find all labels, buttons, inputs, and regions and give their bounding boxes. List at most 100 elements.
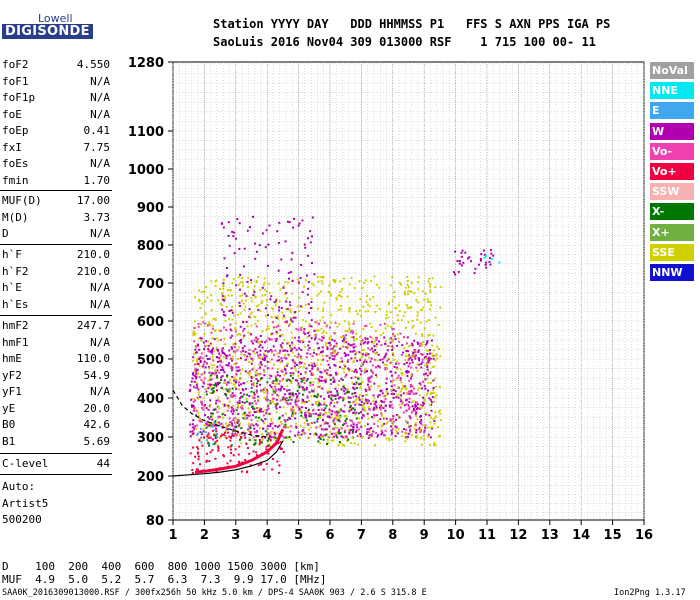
echo-dot bbox=[239, 378, 242, 381]
x-tick-label: 11 bbox=[478, 528, 496, 543]
echo-dot bbox=[363, 371, 366, 374]
echo-dot bbox=[430, 339, 433, 342]
echo-dot bbox=[211, 418, 214, 421]
echo-dot bbox=[383, 322, 386, 325]
echo-dot bbox=[288, 344, 291, 347]
echo-dot bbox=[372, 430, 375, 433]
echo-dot bbox=[264, 246, 267, 249]
echo-dot bbox=[328, 284, 331, 287]
echo-dot bbox=[356, 426, 359, 429]
echo-dot bbox=[416, 369, 419, 372]
echo-dot bbox=[338, 411, 341, 414]
echo-dot bbox=[317, 440, 320, 443]
echo-dot bbox=[270, 386, 273, 389]
echo-dot bbox=[192, 426, 195, 429]
echo-dot bbox=[234, 448, 237, 451]
echo-dot bbox=[248, 374, 251, 377]
echo-dot bbox=[362, 414, 365, 417]
echo-dot bbox=[261, 358, 264, 361]
echo-dot bbox=[385, 366, 388, 369]
echo-dot bbox=[201, 444, 204, 447]
echo-dot bbox=[291, 280, 294, 283]
echo-dot bbox=[255, 416, 258, 419]
echo-dot bbox=[209, 323, 212, 326]
echo-dot bbox=[285, 401, 288, 404]
echo-dot bbox=[355, 402, 358, 405]
echo-dot bbox=[239, 295, 242, 298]
echo-dot bbox=[274, 425, 277, 428]
echo-dot bbox=[389, 341, 392, 344]
echo-dot bbox=[403, 292, 406, 295]
echo-dot bbox=[230, 422, 233, 425]
echo-dot bbox=[308, 422, 311, 425]
echo-dot bbox=[380, 412, 383, 415]
echo-dot bbox=[352, 421, 355, 424]
echo-dot bbox=[426, 392, 429, 395]
echo-dot bbox=[367, 353, 370, 356]
echo-dot bbox=[281, 435, 284, 438]
echo-dot bbox=[292, 226, 295, 229]
echo-dot bbox=[249, 432, 252, 435]
echo-dot bbox=[223, 257, 226, 260]
echo-dot bbox=[332, 380, 335, 383]
x-tick-label: 9 bbox=[420, 528, 429, 543]
echo-dot bbox=[318, 353, 321, 356]
echo-dot bbox=[315, 433, 318, 436]
echo-dot bbox=[338, 441, 341, 444]
echo-dot bbox=[253, 291, 256, 294]
echo-dot bbox=[212, 389, 215, 392]
echo-dot bbox=[254, 442, 257, 445]
echo-dot bbox=[404, 386, 407, 389]
echo-dot bbox=[298, 437, 301, 440]
echo-dot bbox=[261, 356, 264, 359]
echo-dot bbox=[397, 414, 400, 417]
echo-dot bbox=[281, 311, 284, 314]
echo-dot bbox=[283, 397, 286, 400]
echo-dot bbox=[255, 369, 258, 372]
echo-dot bbox=[299, 424, 302, 427]
echo-dot bbox=[301, 378, 304, 381]
echo-dot bbox=[387, 357, 390, 360]
echo-dot bbox=[301, 291, 304, 294]
echo-dot bbox=[313, 351, 316, 354]
echo-dot bbox=[305, 367, 308, 370]
echo-dot bbox=[271, 381, 274, 384]
echo-dot bbox=[234, 394, 237, 397]
echo-dot bbox=[316, 367, 319, 370]
echo-dot bbox=[428, 348, 431, 351]
echo-dot bbox=[293, 411, 296, 414]
echo-dot bbox=[305, 388, 308, 391]
echo-dot bbox=[384, 417, 387, 420]
echo-dot bbox=[347, 396, 350, 399]
echo-dot bbox=[264, 365, 267, 368]
echo-dot bbox=[366, 342, 369, 345]
echo-dot bbox=[189, 430, 192, 433]
echo-dot bbox=[194, 363, 197, 366]
x-tick-label: 2 bbox=[200, 528, 209, 543]
echo-dot bbox=[355, 399, 358, 402]
echo-dot bbox=[368, 376, 371, 379]
echo-dot bbox=[376, 395, 379, 398]
echo-dot bbox=[394, 418, 397, 421]
echo-dot bbox=[309, 384, 312, 387]
echo-dot bbox=[315, 401, 318, 404]
echo-dot bbox=[195, 377, 198, 380]
echo-dot bbox=[360, 315, 363, 318]
echo-dot bbox=[300, 357, 303, 360]
echo-dot bbox=[419, 422, 422, 425]
echo-dot bbox=[235, 417, 238, 420]
echo-dot bbox=[367, 436, 370, 439]
echo-dot bbox=[348, 370, 351, 373]
echo-dot bbox=[429, 416, 432, 419]
echo-dot bbox=[223, 371, 226, 374]
echo-dot bbox=[218, 358, 221, 361]
echo-dot bbox=[480, 253, 483, 256]
echo-dot bbox=[320, 371, 323, 374]
echo-dot bbox=[396, 314, 399, 317]
echo-dot bbox=[330, 382, 333, 385]
echo-dot bbox=[405, 409, 408, 412]
separator bbox=[0, 190, 112, 191]
echo-dot bbox=[303, 362, 306, 365]
echo-dot bbox=[234, 321, 237, 324]
echo-dot bbox=[359, 421, 362, 424]
